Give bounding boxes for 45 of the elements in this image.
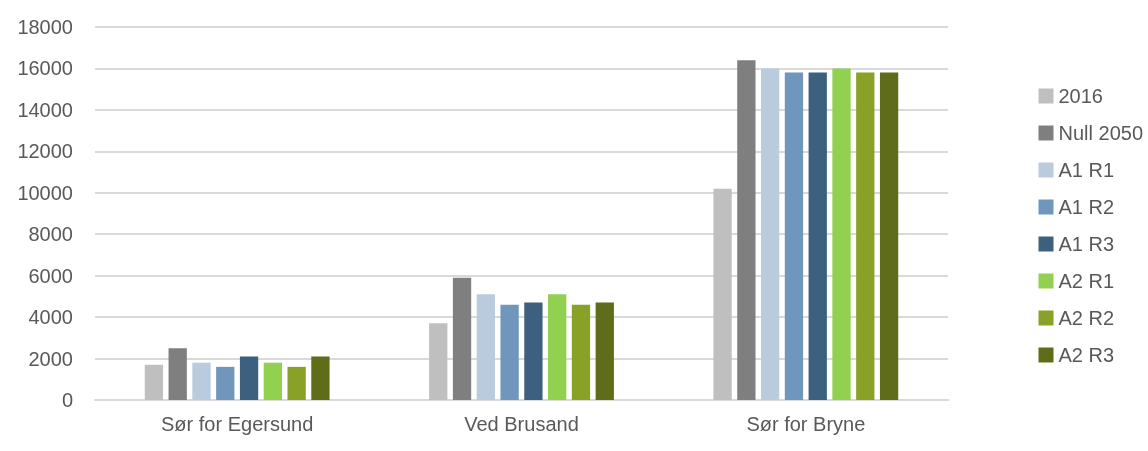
bar xyxy=(239,356,259,400)
y-tick-label: 2000 xyxy=(28,347,73,370)
bar xyxy=(168,348,187,400)
y-tick-label: 12000 xyxy=(17,140,73,163)
y-tick-label: 8000 xyxy=(28,223,73,246)
bar xyxy=(287,366,306,400)
y-tick-label: 6000 xyxy=(28,264,73,287)
legend-label: Null 2050 xyxy=(1058,122,1144,144)
bar xyxy=(500,304,519,400)
bar xyxy=(429,323,448,400)
bar xyxy=(856,72,875,400)
bar xyxy=(784,72,804,400)
y-tick-label: 14000 xyxy=(17,98,73,121)
legend-label: A1 R1 xyxy=(1058,159,1115,181)
bar xyxy=(144,364,164,400)
bar xyxy=(737,60,756,400)
legend-label: A1 R2 xyxy=(1058,196,1115,218)
x-tick-label: Sør for Egersund xyxy=(161,413,314,435)
x-tick-label: Sør for Bryne xyxy=(746,413,866,435)
x-tick-label: Ved Brusand xyxy=(464,413,579,435)
bar xyxy=(879,72,899,400)
bar xyxy=(452,277,472,400)
bar xyxy=(713,188,732,400)
bar xyxy=(571,304,591,400)
bar xyxy=(311,356,330,400)
y-tick-label: 0 xyxy=(61,389,73,411)
bar xyxy=(216,366,235,400)
bar xyxy=(263,362,282,400)
bar xyxy=(192,362,211,400)
legend-label: A1 R3 xyxy=(1058,233,1115,255)
bar xyxy=(808,72,827,400)
legend-label: 2016 xyxy=(1058,85,1103,107)
bar xyxy=(548,294,567,400)
y-tick-label: 16000 xyxy=(17,57,73,80)
y-tick-label: 10000 xyxy=(17,181,73,204)
y-tick-label: 18000 xyxy=(17,16,73,38)
y-tick-label: 4000 xyxy=(28,306,73,329)
legend-label: A2 R1 xyxy=(1058,270,1115,292)
bar xyxy=(524,302,543,400)
bar xyxy=(595,302,614,400)
legend-label: A2 R2 xyxy=(1058,307,1115,329)
bar xyxy=(476,294,495,400)
bar xyxy=(761,68,780,400)
legend-label: A2 R3 xyxy=(1058,344,1115,366)
bar xyxy=(832,68,851,400)
